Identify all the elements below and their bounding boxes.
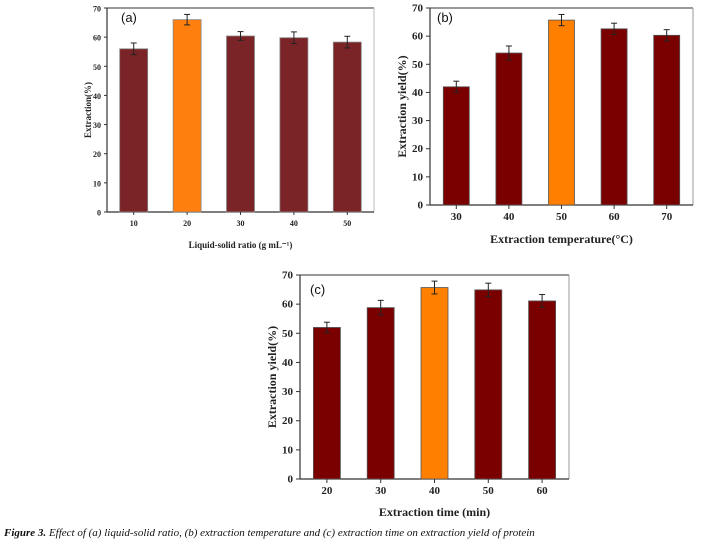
bar bbox=[474, 289, 503, 480]
caption-prefix: Figure 3. bbox=[4, 527, 47, 539]
y-tick-label: 70 bbox=[282, 270, 294, 282]
y-tick-label: 0 bbox=[97, 209, 101, 218]
bar bbox=[600, 28, 628, 206]
panel-label: (a) bbox=[121, 10, 137, 25]
x-tick-label: 40 bbox=[503, 211, 515, 223]
y-tick-label: 20 bbox=[412, 143, 424, 155]
y-axis-title: Extraction yield(%) bbox=[395, 55, 409, 157]
x-tick-label: 40 bbox=[290, 219, 298, 228]
chart-liquid-solid-ratio: 0 10 20 30 40 50 60 70 10 20 30 40 50 Liquid-solid ra… bbox=[83, 5, 375, 250]
x-tick-label: 20 bbox=[321, 485, 333, 497]
y-axis-title: Extraction yield(%) bbox=[265, 326, 279, 428]
bar bbox=[279, 37, 309, 213]
y-tick-label: 60 bbox=[412, 31, 424, 43]
bar bbox=[495, 52, 523, 206]
y-tick-label: 30 bbox=[282, 386, 294, 398]
x-tick-label: 50 bbox=[556, 211, 568, 223]
bar bbox=[528, 300, 556, 480]
y-tick-label: 10 bbox=[412, 171, 424, 183]
caption-text: Effect of (a) liquid-solid ratio, (b) ex… bbox=[48, 527, 535, 539]
x-tick-label: 60 bbox=[537, 485, 549, 497]
y-tick-label: 60 bbox=[93, 34, 101, 43]
bar bbox=[119, 48, 149, 213]
x-tick-label: 10 bbox=[130, 219, 138, 228]
bar bbox=[653, 34, 681, 206]
y-tick-label: 0 bbox=[288, 474, 294, 486]
x-tick-label: 70 bbox=[661, 211, 673, 223]
y-tick-label: 50 bbox=[282, 328, 294, 340]
y-tick-label: 50 bbox=[93, 63, 101, 72]
x-tick-label: 60 bbox=[609, 211, 621, 223]
y-tick-label: 50 bbox=[412, 59, 424, 71]
bar bbox=[226, 35, 255, 213]
figure-caption: Figure 3. Effect of (a) liquid-solid rat… bbox=[4, 527, 535, 539]
y-axis-title: Extraction(%) bbox=[83, 82, 93, 138]
chart-extraction-temperature: 0 10 20 30 40 50 60 70 30 40 50 60 70 Extraction temp… bbox=[395, 3, 694, 246]
bar bbox=[420, 287, 449, 480]
bar bbox=[172, 19, 202, 213]
y-tick-label: 0 bbox=[418, 200, 424, 212]
y-tick-label: 70 bbox=[412, 3, 424, 15]
y-tick-label: 30 bbox=[93, 121, 101, 130]
x-axis-title: Extraction time (min) bbox=[379, 505, 490, 519]
x-axis-title: Liquid-solid ratio (g mL⁻¹) bbox=[189, 240, 293, 250]
bar bbox=[312, 327, 341, 480]
y-tick-label: 10 bbox=[93, 179, 101, 188]
bar bbox=[548, 19, 575, 206]
y-tick-label: 70 bbox=[93, 5, 101, 14]
y-tick-label: 40 bbox=[93, 92, 101, 101]
y-tick-label: 10 bbox=[282, 444, 294, 456]
x-tick-label: 30 bbox=[375, 485, 387, 497]
x-tick-label: 50 bbox=[483, 485, 495, 497]
y-tick-label: 30 bbox=[412, 115, 424, 127]
y-tick-label: 40 bbox=[412, 87, 424, 99]
x-tick-label: 40 bbox=[429, 485, 441, 497]
y-tick-label: 20 bbox=[282, 415, 294, 427]
y-tick-label: 20 bbox=[93, 150, 101, 159]
x-tick-label: 30 bbox=[237, 219, 245, 228]
y-tick-label: 60 bbox=[282, 299, 294, 311]
bar bbox=[366, 307, 395, 480]
x-axis-title: Extraction temperature(°C) bbox=[490, 232, 633, 246]
bar bbox=[442, 86, 470, 206]
panel-label: (b) bbox=[437, 10, 453, 25]
bar bbox=[332, 41, 362, 213]
y-tick-label: 40 bbox=[282, 357, 294, 369]
x-tick-label: 50 bbox=[343, 219, 351, 228]
panel-label: (c) bbox=[310, 282, 325, 297]
chart-extraction-time: 0 10 20 30 40 50 60 70 20 30 40 50 60 Extraction time… bbox=[265, 270, 570, 519]
x-tick-label: 30 bbox=[451, 211, 463, 223]
x-tick-label: 20 bbox=[183, 219, 191, 228]
